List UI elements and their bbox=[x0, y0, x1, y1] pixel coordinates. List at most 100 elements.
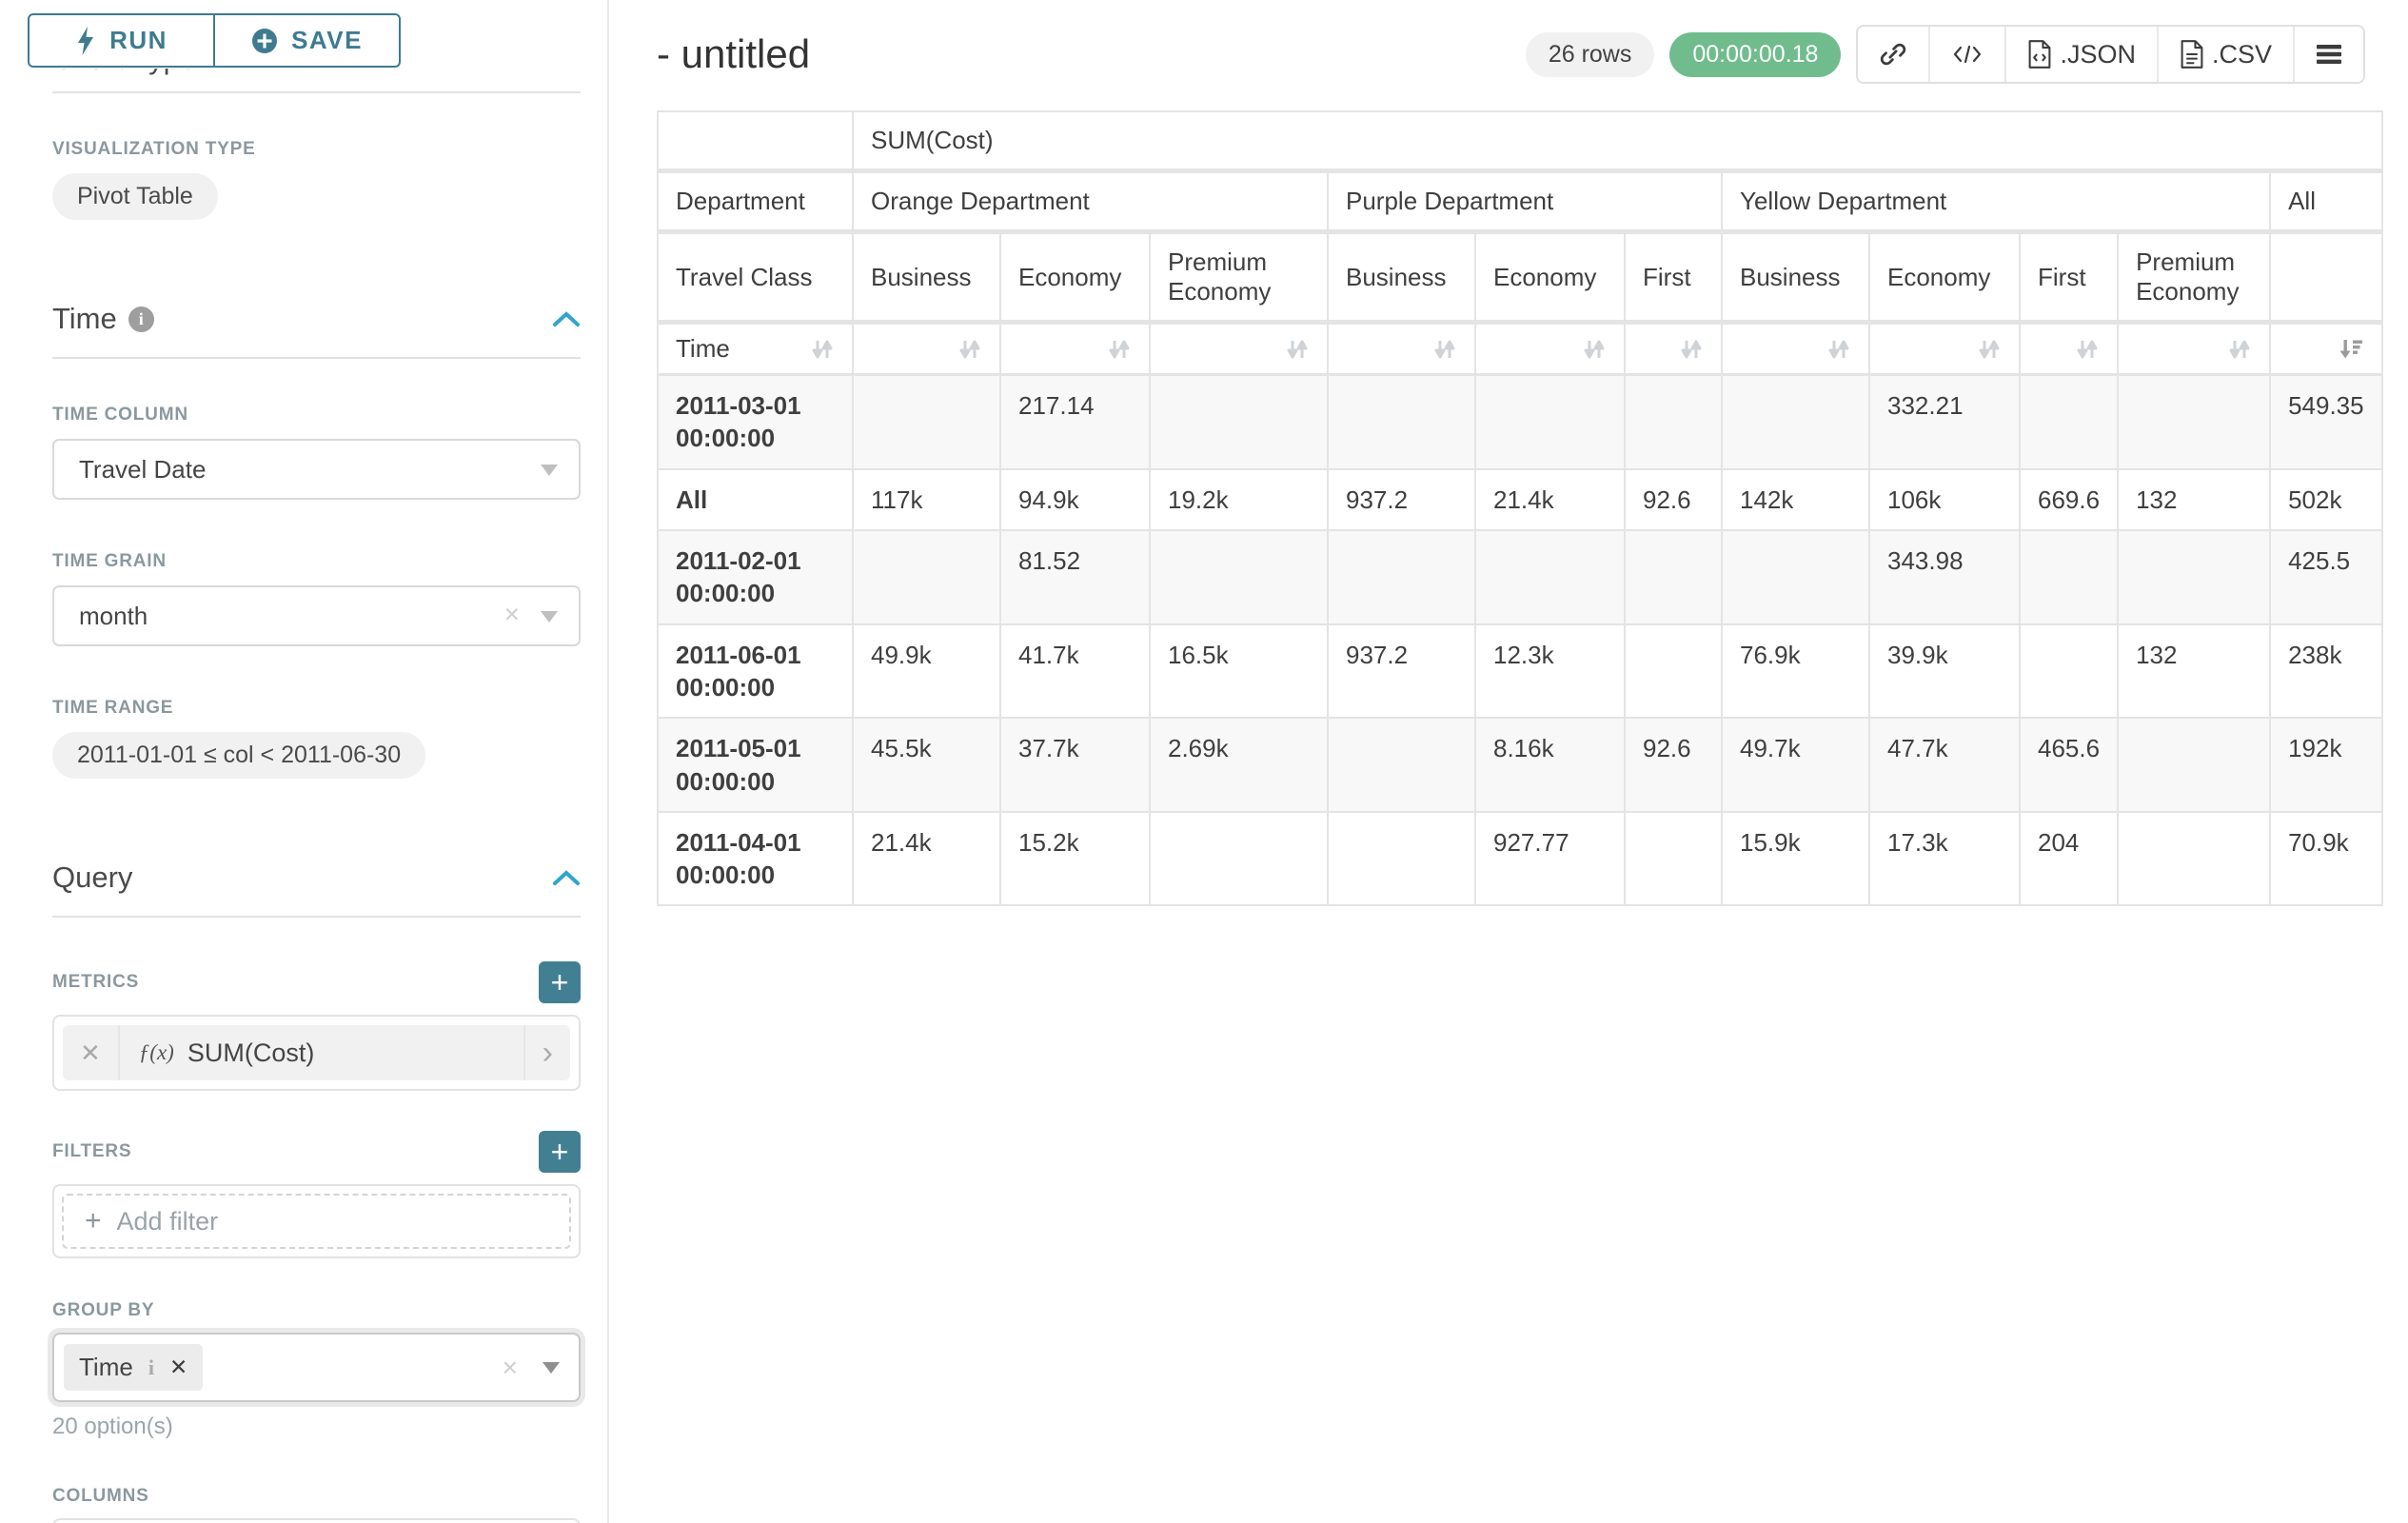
value-cell bbox=[1624, 623, 1723, 720]
code-icon bbox=[1954, 45, 1982, 64]
embed-code-button[interactable] bbox=[1928, 27, 2004, 82]
table-row: 2011-05-01 00:00:00 45.5k 37.7k 2.69k 8.16k 9… bbox=[657, 717, 2383, 813]
link-icon bbox=[1881, 43, 1906, 66]
query-section-header: Query bbox=[52, 860, 581, 895]
time-sort-header[interactable]: Time bbox=[657, 321, 854, 376]
travel-class-header: Economy bbox=[1868, 230, 2021, 325]
travel-class-header: Business bbox=[1327, 230, 1476, 325]
value-cell: 132 bbox=[2117, 623, 2272, 720]
tag-remove-icon[interactable]: ✕ bbox=[168, 1355, 188, 1379]
divider bbox=[52, 916, 581, 918]
time-grain-label: TIME GRAIN bbox=[52, 551, 167, 571]
time-column-value: Travel Date bbox=[79, 454, 207, 484]
visualization-type-pill[interactable]: Pivot Table bbox=[52, 173, 218, 220]
page-title: - untitled bbox=[657, 31, 811, 76]
plus-circle-icon bbox=[252, 28, 278, 53]
row-label-cell: 2011-04-01 00:00:00 bbox=[657, 810, 854, 907]
time-range-pill[interactable]: 2011-01-01 ≤ col < 2011-06-30 bbox=[52, 732, 426, 779]
group-by-tag[interactable]: Time i ✕ bbox=[64, 1344, 204, 1391]
value-cell: 204 bbox=[2018, 810, 2120, 907]
travel-class-header: First bbox=[2018, 230, 2120, 325]
run-button[interactable]: RUN bbox=[28, 13, 214, 68]
value-cell bbox=[1327, 373, 1476, 470]
caret-down-icon[interactable] bbox=[543, 1361, 560, 1374]
sort-desc-icon bbox=[2339, 339, 2362, 358]
value-cell: 132 bbox=[2117, 467, 2272, 531]
department-group-header: Yellow Department bbox=[1720, 169, 2272, 234]
clear-icon[interactable]: × bbox=[503, 599, 520, 629]
metric-label: SUM(Cost) bbox=[187, 1038, 315, 1067]
metric-pill[interactable]: ✕ ƒ(x) SUM(Cost) › bbox=[63, 1025, 570, 1080]
column-sort-header-active[interactable] bbox=[2269, 321, 2383, 376]
column-sort-header[interactable] bbox=[2018, 321, 2120, 376]
pivot-table: SUM(Cost) Department Orange Department Purp… bbox=[657, 110, 2383, 907]
column-sort-header[interactable] bbox=[2117, 321, 2272, 376]
value-cell bbox=[1327, 810, 1476, 907]
menu-button[interactable] bbox=[2293, 27, 2363, 82]
sort-icon bbox=[959, 340, 980, 358]
value-cell: 927.77 bbox=[1474, 810, 1626, 907]
travel-class-header: Economy bbox=[1474, 230, 1626, 325]
column-sort-header[interactable] bbox=[1868, 321, 2021, 376]
column-sort-header[interactable] bbox=[1327, 321, 1476, 376]
value-cell bbox=[1624, 373, 1723, 470]
value-cell: 41.7k bbox=[999, 623, 1151, 720]
collapse-chevron-icon[interactable] bbox=[552, 869, 581, 886]
value-cell bbox=[1624, 528, 1723, 625]
save-button[interactable]: SAVE bbox=[214, 13, 401, 68]
column-sort-header[interactable] bbox=[1721, 321, 1870, 376]
department-group-header: Purple Department bbox=[1327, 169, 1723, 234]
clear-icon[interactable]: × bbox=[502, 1352, 518, 1382]
value-cell: 2.69k bbox=[1149, 717, 1329, 813]
corner-cell bbox=[657, 110, 854, 173]
sort-icon bbox=[1434, 340, 1455, 358]
department-group-header: Orange Department bbox=[852, 169, 1329, 234]
column-sort-header[interactable] bbox=[999, 321, 1151, 376]
value-cell: 465.6 bbox=[2018, 717, 2120, 813]
add-filter-button[interactable]: + bbox=[539, 1131, 581, 1173]
value-cell: 21.4k bbox=[852, 810, 1001, 907]
export-toolbar: .JSON .CSV bbox=[1856, 25, 2365, 84]
value-cell: 92.6 bbox=[1624, 717, 1723, 813]
export-csv-button[interactable]: .CSV bbox=[2156, 27, 2293, 82]
columns-select[interactable]: Department ✕ Travel Class ✕ × bbox=[52, 1518, 581, 1523]
row-label-cell: 2011-05-01 00:00:00 bbox=[657, 717, 854, 813]
sort-icon bbox=[2077, 340, 2098, 358]
add-metric-button[interactable]: + bbox=[539, 961, 581, 1003]
sort-icon bbox=[1287, 340, 1308, 358]
expand-metric-icon[interactable]: › bbox=[523, 1025, 570, 1080]
table-row: 2011-03-01 00:00:00 217.14 332.21 549.35 bbox=[657, 373, 2383, 470]
value-cell bbox=[1149, 810, 1329, 907]
add-filter-dropzone[interactable]: + Add filter bbox=[62, 1194, 571, 1249]
hamburger-menu-icon bbox=[2317, 45, 2341, 64]
chart-header: - untitled 26 rows 00:00:00.18 bbox=[609, 0, 2408, 84]
group-by-select[interactable]: Time i ✕ × bbox=[52, 1333, 581, 1402]
column-sort-header[interactable] bbox=[852, 321, 1001, 376]
time-column-select[interactable]: Travel Date bbox=[52, 439, 581, 500]
value-cell: 37.7k bbox=[999, 717, 1151, 813]
column-sort-header[interactable] bbox=[1474, 321, 1626, 376]
row-label-cell: 2011-06-01 00:00:00 bbox=[657, 623, 854, 720]
travel-class-header: First bbox=[1624, 230, 1723, 325]
value-cell bbox=[1149, 373, 1329, 470]
value-cell: 425.5 bbox=[2269, 528, 2383, 625]
remove-metric-icon[interactable]: ✕ bbox=[63, 1025, 120, 1080]
copy-link-button[interactable] bbox=[1858, 27, 1928, 82]
value-cell: 70.9k bbox=[2269, 810, 2383, 907]
value-cell: 17.3k bbox=[1868, 810, 2021, 907]
collapse-chevron-icon[interactable] bbox=[552, 310, 581, 327]
value-cell: 12.3k bbox=[1474, 623, 1626, 720]
sort-icon bbox=[1681, 340, 1702, 358]
filters-box: + Add filter bbox=[52, 1184, 581, 1258]
value-cell: 502k bbox=[2269, 467, 2383, 531]
value-cell: 49.9k bbox=[852, 623, 1001, 720]
column-sort-header[interactable] bbox=[1624, 321, 1723, 376]
value-cell bbox=[1721, 528, 1870, 625]
export-json-button[interactable]: .JSON bbox=[2004, 27, 2157, 82]
csv-button-label: .CSV bbox=[2211, 39, 2272, 69]
time-grain-select[interactable]: month × bbox=[52, 585, 581, 646]
column-sort-header[interactable] bbox=[1149, 321, 1329, 376]
value-cell: 21.4k bbox=[1474, 467, 1626, 531]
lightning-icon bbox=[78, 26, 94, 55]
